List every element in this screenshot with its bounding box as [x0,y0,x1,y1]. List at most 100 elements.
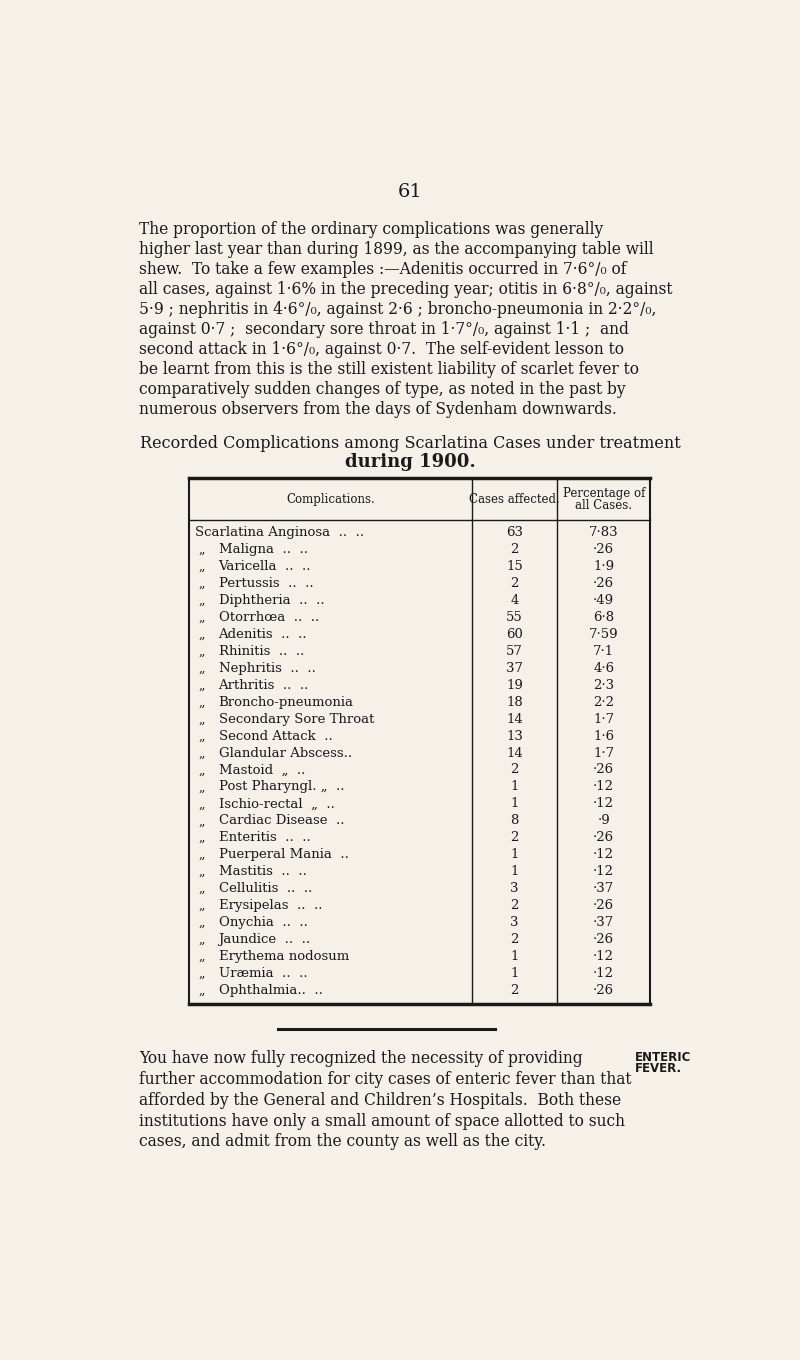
Text: 1·9: 1·9 [593,560,614,573]
Text: 63: 63 [506,526,523,540]
Text: ·26: ·26 [593,899,614,913]
Text: be learnt from this is the still existent liability of scarlet fever to: be learnt from this is the still existen… [138,362,638,378]
Text: Maligna  ..  ..: Maligna .. .. [218,543,307,556]
Text: 1: 1 [510,967,519,979]
Text: Ophthalmia..  ..: Ophthalmia.. .. [218,983,322,997]
Text: ·12: ·12 [594,865,614,879]
Text: Ischio-rectal  „  ..: Ischio-rectal „ .. [218,797,334,811]
Text: 7·1: 7·1 [593,645,614,658]
Text: 57: 57 [506,645,523,658]
Text: 5·9 ; nephritis in 4·6°/₀, against 2·6 ; broncho-pneumonia in 2·2°/₀,: 5·9 ; nephritis in 4·6°/₀, against 2·6 ;… [138,301,656,318]
Text: 1: 1 [510,949,519,963]
Text: „: „ [198,781,205,793]
Text: Puerperal Mania  ..: Puerperal Mania .. [218,849,349,861]
Text: „: „ [198,594,205,607]
Text: 1·7: 1·7 [593,747,614,759]
Text: „: „ [198,849,205,861]
Text: ·12: ·12 [594,949,614,963]
Text: 4·6: 4·6 [593,662,614,675]
Text: ·37: ·37 [593,915,614,929]
Text: „: „ [198,560,205,573]
Text: further accommodation for city cases of enteric fever than that: further accommodation for city cases of … [138,1072,631,1088]
Text: Broncho-pneumonia: Broncho-pneumonia [218,696,354,709]
Text: „: „ [198,899,205,913]
Text: numerous observers from the days of Sydenham downwards.: numerous observers from the days of Syde… [138,401,617,418]
Text: „: „ [198,747,205,759]
Text: Cases affected.: Cases affected. [470,492,560,506]
Text: ·26: ·26 [593,983,614,997]
Text: „: „ [198,949,205,963]
Text: „: „ [198,983,205,997]
Text: Percentage of: Percentage of [562,487,645,500]
Text: Mastitis  ..  ..: Mastitis .. .. [218,865,306,879]
Text: against 0·7 ;  secondary sore throat in 1·7°/₀, against 1·1 ;  and: against 0·7 ; secondary sore throat in 1… [138,321,629,339]
Text: Rhinitis  ..  ..: Rhinitis .. .. [218,645,304,658]
Text: „: „ [198,628,205,641]
Text: ·12: ·12 [594,797,614,811]
Text: „: „ [198,645,205,658]
Text: 1: 1 [510,797,519,811]
Text: Erythema nodosum: Erythema nodosum [218,949,349,963]
Text: ·26: ·26 [593,933,614,945]
Text: Pertussis  ..  ..: Pertussis .. .. [218,577,314,590]
Text: 19: 19 [506,679,523,692]
Text: 61: 61 [398,184,422,201]
Text: during 1900.: during 1900. [345,453,475,472]
Text: „: „ [198,662,205,675]
Text: 1: 1 [510,865,519,879]
Text: ·26: ·26 [593,831,614,845]
Text: „: „ [198,713,205,726]
Text: 2: 2 [510,933,519,945]
Text: comparatively sudden changes of type, as noted in the past by: comparatively sudden changes of type, as… [138,381,626,398]
Text: „: „ [198,865,205,879]
Text: 14: 14 [506,747,523,759]
Text: afforded by the General and Children’s Hospitals.  Both these: afforded by the General and Children’s H… [138,1092,621,1108]
Text: 2·3: 2·3 [593,679,614,692]
Text: 3: 3 [510,915,519,929]
Text: Recorded Complications among Scarlatina Cases under treatment: Recorded Complications among Scarlatina … [140,435,680,452]
Text: 13: 13 [506,729,523,743]
Text: ·12: ·12 [594,967,614,979]
Text: institutions have only a small amount of space allotted to such: institutions have only a small amount of… [138,1112,625,1130]
Text: Diphtheria  ..  ..: Diphtheria .. .. [218,594,324,607]
Text: 2: 2 [510,763,519,777]
Text: 3: 3 [510,883,519,895]
Text: 7·59: 7·59 [589,628,618,641]
Text: 55: 55 [506,611,523,624]
Text: all Cases.: all Cases. [575,499,632,511]
Text: „: „ [198,543,205,556]
Text: higher last year than during 1899, as the accompanying table will: higher last year than during 1899, as th… [138,241,654,258]
Text: 1: 1 [510,781,519,793]
Text: 2: 2 [510,983,519,997]
Text: 2: 2 [510,543,519,556]
Text: The proportion of the ordinary complications was generally: The proportion of the ordinary complicat… [138,220,603,238]
Text: shew.  To take a few examples :—Adenitis occurred in 7·6°/₀ of: shew. To take a few examples :—Adenitis … [138,261,626,277]
Text: ·49: ·49 [593,594,614,607]
Text: „: „ [198,577,205,590]
Text: ·12: ·12 [594,781,614,793]
Text: Arthritis  ..  ..: Arthritis .. .. [218,679,309,692]
Text: ·26: ·26 [593,543,614,556]
Text: „: „ [198,611,205,624]
Text: „: „ [198,696,205,709]
Text: 2: 2 [510,831,519,845]
Text: Complications.: Complications. [286,492,375,506]
Text: Otorrhœa  ..  ..: Otorrhœa .. .. [218,611,319,624]
Text: second attack in 1·6°/₀, against 0·7.  The self-evident lesson to: second attack in 1·6°/₀, against 0·7. Th… [138,341,624,358]
Text: „: „ [198,915,205,929]
Text: 37: 37 [506,662,523,675]
Text: You have now fully recognized the necessity of providing: You have now fully recognized the necess… [138,1050,582,1068]
Text: „: „ [198,729,205,743]
Text: Post Pharyngl. „  ..: Post Pharyngl. „ .. [218,781,344,793]
Text: „: „ [198,679,205,692]
Text: 14: 14 [506,713,523,726]
Text: 4: 4 [510,594,519,607]
Text: FEVER.: FEVER. [634,1062,682,1074]
Text: 18: 18 [506,696,523,709]
Text: ·12: ·12 [594,849,614,861]
Text: ·37: ·37 [593,883,614,895]
Text: 2: 2 [510,899,519,913]
Text: Scarlatina Anginosa  ..  ..: Scarlatina Anginosa .. .. [195,526,365,540]
Text: „: „ [198,763,205,777]
Text: 60: 60 [506,628,523,641]
